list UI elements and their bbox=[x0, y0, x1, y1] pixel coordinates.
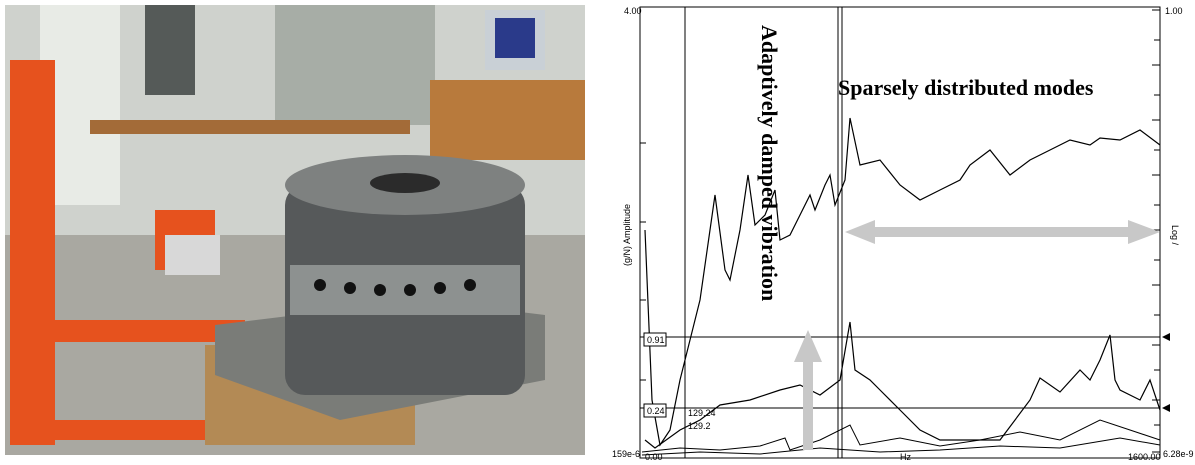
y-left-bottom: 159e-6 bbox=[612, 449, 640, 459]
frf-curve bbox=[645, 118, 1160, 445]
cursor-box-label: 0.91 bbox=[647, 335, 665, 345]
cursor-box-label: 0.24 bbox=[647, 406, 665, 416]
plot: 4.00 159e-6 (g/N) Amplitude 1.00 6.28e-9… bbox=[612, 6, 1194, 460]
arrows bbox=[794, 220, 1160, 450]
photo bbox=[5, 5, 585, 455]
y-right-label: Log / bbox=[1170, 225, 1180, 246]
cursor-readout: 129.2 bbox=[688, 421, 711, 431]
annotation-vertical: Adaptively damped vibration bbox=[757, 25, 782, 301]
annotation-horizontal: Sparsely distributed modes bbox=[838, 75, 1094, 100]
noise-curves bbox=[642, 420, 1160, 452]
figure: 4.00 159e-6 (g/N) Amplitude 1.00 6.28e-9… bbox=[0, 0, 1195, 460]
x-label: Hz bbox=[900, 452, 911, 460]
y-left-top: 4.00 bbox=[624, 6, 642, 16]
y-left-label: (g/N) Amplitude bbox=[622, 204, 632, 266]
y-right-bottom: 6.28e-9 bbox=[1163, 449, 1194, 459]
x-left: 0.00 bbox=[645, 452, 663, 460]
x-right: 1600.00 bbox=[1128, 452, 1161, 460]
y-right-top: 1.00 bbox=[1165, 6, 1183, 16]
cursor-readout: 129.24 bbox=[688, 408, 716, 418]
